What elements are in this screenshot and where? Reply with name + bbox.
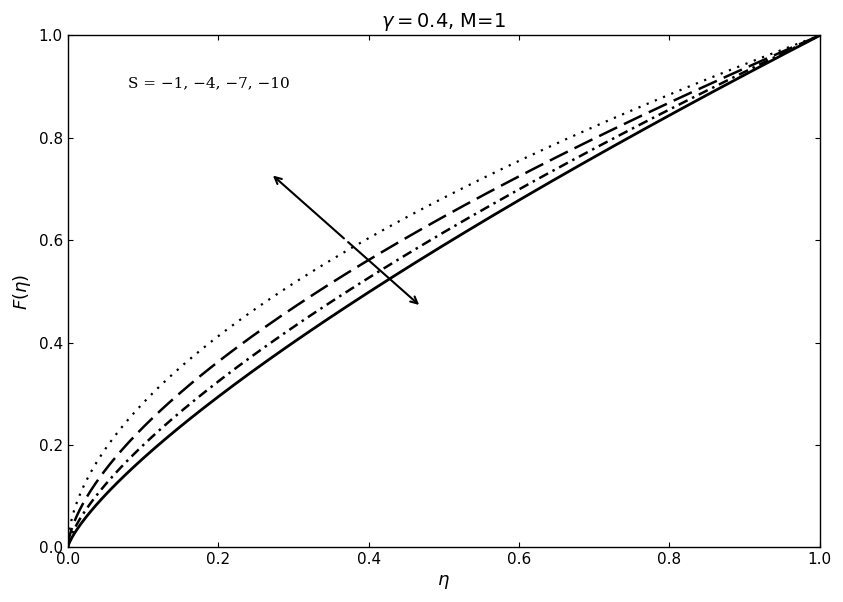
Y-axis label: $F(\eta)$: $F(\eta)$	[11, 273, 33, 309]
Title: $\gamma = 0.4$, M=1: $\gamma = 0.4$, M=1	[382, 11, 506, 33]
X-axis label: $\eta$: $\eta$	[438, 573, 450, 591]
Text: S = −1, −4, −7, −10: S = −1, −4, −7, −10	[128, 76, 290, 90]
